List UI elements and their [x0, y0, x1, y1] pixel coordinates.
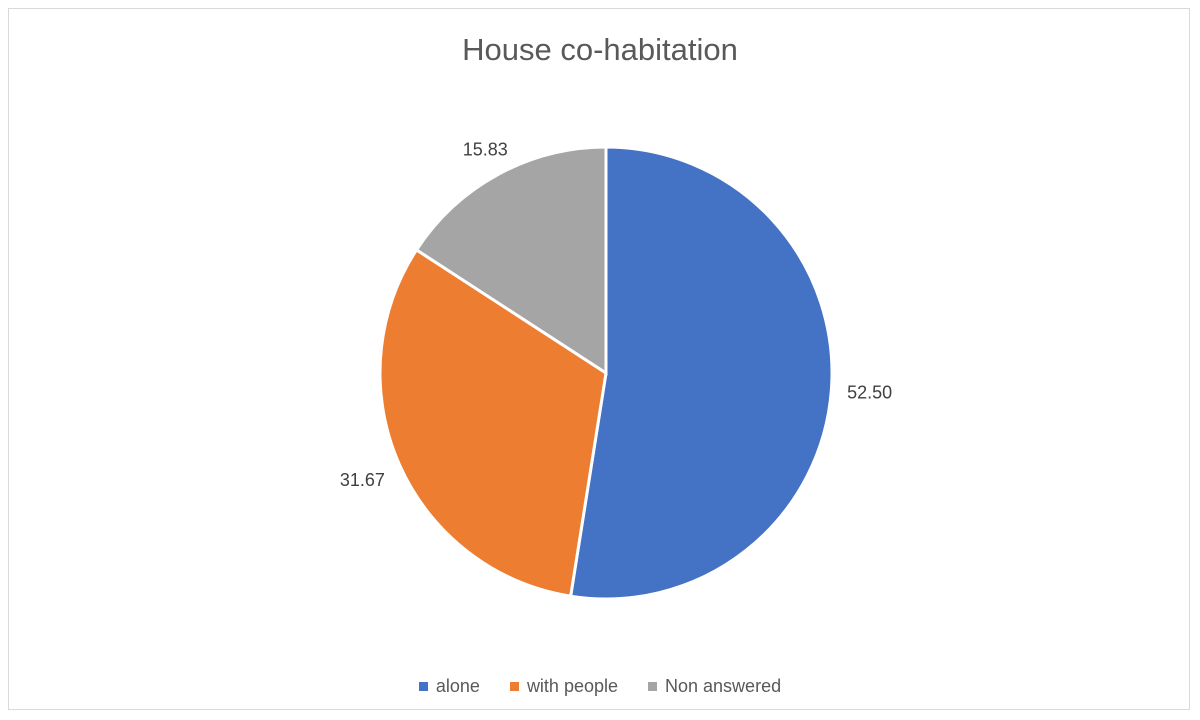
data-label-alone: 52.50 [847, 382, 892, 402]
legend-swatch-with-people [509, 682, 519, 691]
legend-swatch-alone [418, 682, 428, 691]
chart-title: House co-habitation [462, 32, 738, 67]
legend-label-non-answered: Non answered [665, 676, 782, 696]
legend-item-alone: alone [418, 676, 480, 697]
legend-item-with-people: with people [509, 676, 619, 697]
legend-label-alone: alone [435, 676, 480, 696]
pie-slice-alone [568, 145, 834, 601]
data-label-non-answered: 15.83 [463, 139, 508, 159]
legend: alone with people Non answered [0, 676, 1200, 697]
pie-slice-non-answered [414, 145, 608, 376]
legend-swatch-non-answered [648, 682, 658, 691]
data-label-with-people: 31.67 [340, 470, 385, 490]
legend-label-with-people: with people [526, 676, 619, 696]
legend-item-non-answered: Non answered [648, 676, 781, 697]
